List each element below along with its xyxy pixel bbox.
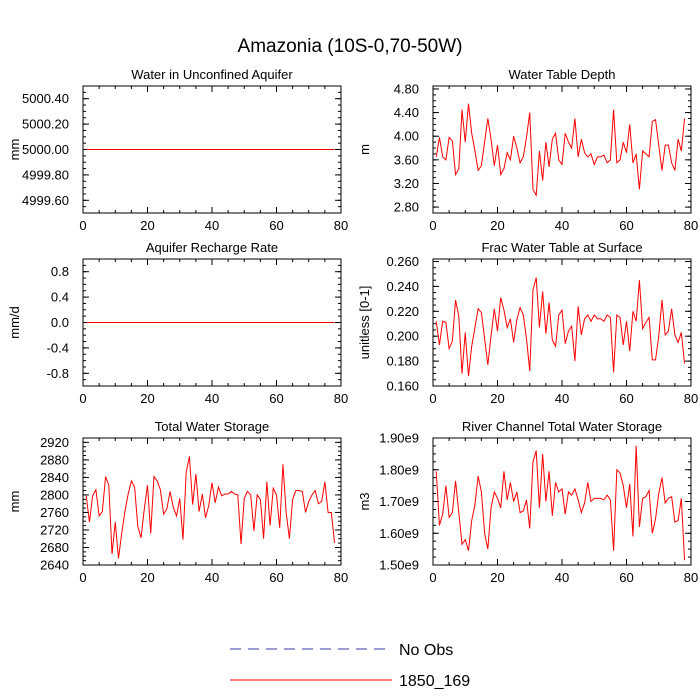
x-tick-label: 40 xyxy=(205,391,219,406)
y-tick-label: 5000.20 xyxy=(22,117,69,132)
x-tick-label: 20 xyxy=(490,391,504,406)
panel-4: Frac Water Table at Surface unitless [0-1… xyxy=(357,240,698,406)
y-tick-label: 0.4 xyxy=(51,290,69,305)
x-tick-label: 60 xyxy=(269,391,283,406)
y-tick-label: 0.220 xyxy=(386,304,419,319)
x-tick-label: 20 xyxy=(140,218,154,233)
plot-frame xyxy=(432,85,692,214)
panel-2: Water Table Depth m 0 20 40 60 80 2.80 3.20 3.60 4… xyxy=(357,67,698,233)
y-tick-label: 2800 xyxy=(40,487,69,502)
y-tick-label: 2640 xyxy=(40,558,69,573)
y-tick-label: 2840 xyxy=(40,470,69,485)
x-tick-label: 20 xyxy=(140,570,154,585)
y-tick-label: 0.180 xyxy=(386,354,419,369)
panel-3: Aquifer Recharge Rate mm/d 0 20 40 60 80 -0.8 -0… xyxy=(7,240,348,406)
y-tick-label: 5000.00 xyxy=(22,142,69,157)
series-line-1850_169 xyxy=(435,445,686,561)
y-tick-label: 2720 xyxy=(40,522,69,537)
x-tick-label: 80 xyxy=(334,218,348,233)
y-tick-label: 1.50e9 xyxy=(379,558,419,573)
panel-1: Water in Unconfined Aquifer mm 0 20 40 60 80 49… xyxy=(7,67,348,233)
x-tick-label: 60 xyxy=(619,218,633,233)
series-line-1850_169 xyxy=(435,103,686,198)
y-tick-label: 0.260 xyxy=(386,254,419,269)
y-tick-label: 1.70e9 xyxy=(379,494,419,509)
y-axis-label: unitless [0-1] xyxy=(357,286,372,360)
x-tick-label: 20 xyxy=(490,218,504,233)
y-tick-label: -0.4 xyxy=(47,340,69,355)
x-tick-label: 60 xyxy=(619,570,633,585)
y-axis-label: m xyxy=(357,144,372,155)
x-tick-label: 40 xyxy=(555,218,569,233)
x-tick-label: 60 xyxy=(269,218,283,233)
y-axis-label: m3 xyxy=(357,492,372,510)
y-tick-label: 3.20 xyxy=(394,176,419,191)
x-tick-label: 60 xyxy=(619,391,633,406)
x-tick-label: 0 xyxy=(429,218,436,233)
x-tick-label: 0 xyxy=(79,391,86,406)
series-line-1850_169 xyxy=(435,277,686,377)
y-axis-label: mm xyxy=(7,491,22,513)
y-tick-label: 4999.80 xyxy=(22,167,69,182)
y-tick-label: 2760 xyxy=(40,505,69,520)
legend-label-1850-169: 1850_169 xyxy=(399,673,470,690)
panel-5: Total Water Storage mm 0 20 40 60 80 2640 2680 27… xyxy=(7,419,348,585)
legend: No Obs 1850_169 xyxy=(230,642,470,690)
y-tick-label: 5000.40 xyxy=(22,91,69,106)
y-tick-label: 1.60e9 xyxy=(379,526,419,541)
y-axis-label: mm xyxy=(7,139,22,161)
x-tick-label: 40 xyxy=(205,570,219,585)
y-tick-label: 2.80 xyxy=(394,200,419,215)
panel-title: Total Water Storage xyxy=(155,419,269,434)
y-tick-label: 0.0 xyxy=(51,315,69,330)
y-tick-label: 4.80 xyxy=(394,81,419,96)
x-tick-label: 0 xyxy=(429,391,436,406)
x-tick-label: 0 xyxy=(79,570,86,585)
x-tick-label: 60 xyxy=(269,570,283,585)
y-axis-label: mm/d xyxy=(7,306,22,339)
x-tick-label: 0 xyxy=(79,218,86,233)
plot-frame xyxy=(432,258,692,387)
y-tick-label: 4.00 xyxy=(394,129,419,144)
y-tick-label: 2920 xyxy=(40,435,69,450)
y-tick-label: 4.40 xyxy=(394,105,419,120)
x-tick-label: 80 xyxy=(334,570,348,585)
x-tick-label: 40 xyxy=(555,570,569,585)
y-tick-label: 0.8 xyxy=(51,264,69,279)
x-tick-label: 80 xyxy=(334,391,348,406)
y-tick-label: 0.200 xyxy=(386,329,419,344)
x-tick-label: 40 xyxy=(205,218,219,233)
series-line-1850_169 xyxy=(85,456,336,559)
panel-title: Frac Water Table at Surface xyxy=(481,240,642,255)
y-tick-label: 3.60 xyxy=(394,152,419,167)
legend-label-no-obs: No Obs xyxy=(399,642,453,659)
plot-frame xyxy=(432,437,692,566)
figure-title: Amazonia (10S-0,70-50W) xyxy=(238,36,463,57)
x-tick-label: 40 xyxy=(555,391,569,406)
x-tick-label: 80 xyxy=(684,570,698,585)
y-tick-label: -0.8 xyxy=(47,366,69,381)
y-tick-label: 2680 xyxy=(40,540,69,555)
x-tick-label: 80 xyxy=(684,391,698,406)
x-tick-label: 0 xyxy=(429,570,436,585)
y-tick-label: 1.80e9 xyxy=(379,462,419,477)
panel-title: Aquifer Recharge Rate xyxy=(146,240,278,255)
y-tick-label: 0.240 xyxy=(386,279,419,294)
panel-6: River Channel Total Water Storage m3 0 20 40… xyxy=(357,419,698,585)
y-tick-label: 0.160 xyxy=(386,379,419,394)
y-tick-label: 2880 xyxy=(40,452,69,467)
y-tick-label: 1.90e9 xyxy=(379,431,419,446)
y-tick-label: 4999.60 xyxy=(22,193,69,208)
panel-title: Water in Unconfined Aquifer xyxy=(131,67,293,82)
x-tick-label: 80 xyxy=(684,218,698,233)
x-tick-label: 20 xyxy=(490,570,504,585)
panel-title: River Channel Total Water Storage xyxy=(462,419,662,434)
x-tick-label: 20 xyxy=(140,391,154,406)
panel-title: Water Table Depth xyxy=(509,67,616,82)
plot-frame xyxy=(82,437,342,566)
